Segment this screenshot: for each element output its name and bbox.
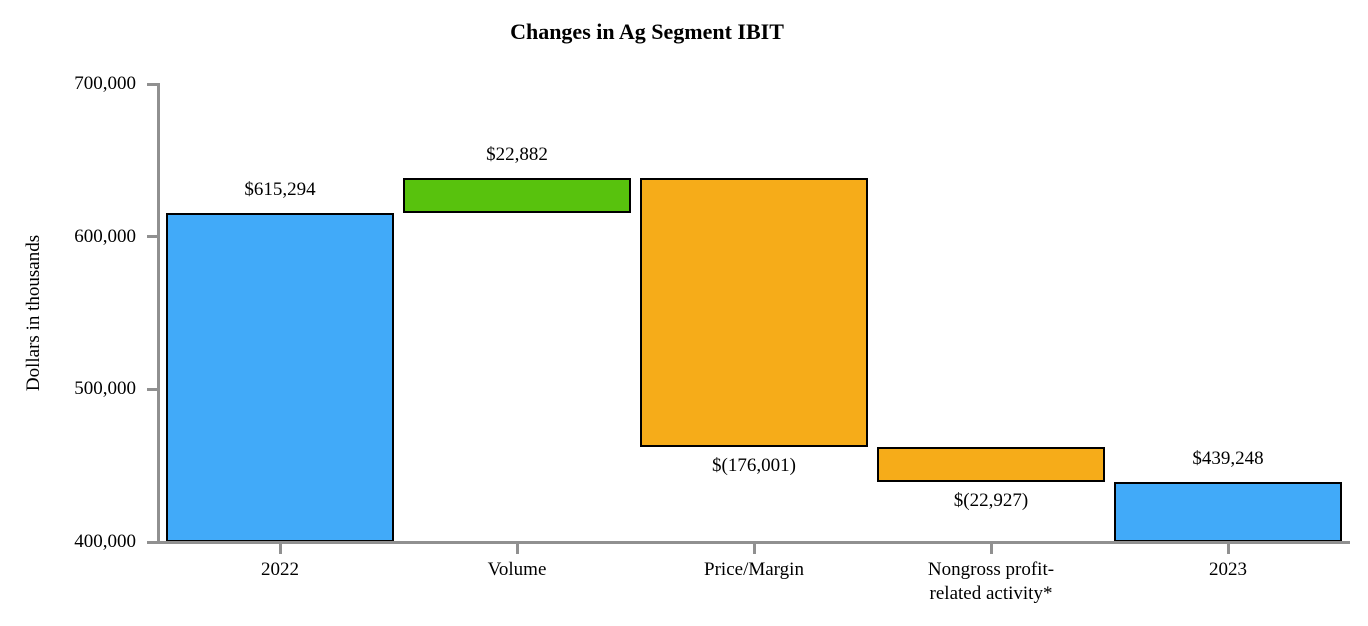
bar-value-label: $615,294 [244, 179, 316, 201]
bar-value-label: $439,248 [1192, 448, 1264, 470]
x-tick [278, 540, 282, 554]
bar-value-label: $22,882 [486, 144, 548, 166]
y-tick-label: 400,000 [74, 531, 136, 552]
x-tick [752, 540, 756, 554]
x-tick [989, 540, 993, 554]
y-tick [147, 82, 160, 86]
category-label: Volume [487, 559, 547, 580]
waterfall-bar [166, 213, 394, 542]
waterfall-bar [403, 178, 631, 214]
chart-title: Changes in Ag Segment IBIT [510, 19, 784, 44]
category-label: Nongross profit- related activity* [927, 559, 1055, 604]
category-label: Price/Margin [704, 559, 804, 580]
y-axis-label: Dollars in thousands [23, 234, 44, 392]
category-label: 2023 [1209, 559, 1247, 580]
y-tick-label: 700,000 [74, 73, 136, 94]
bar-value-label: $(176,001) [712, 455, 796, 477]
waterfall-bar [1114, 482, 1342, 542]
x-tick [1226, 540, 1230, 554]
y-axis-line [157, 82, 160, 544]
x-axis-line [147, 540, 1350, 544]
waterfall-bar [877, 447, 1105, 483]
waterfall-bar [640, 178, 868, 448]
y-tick [147, 387, 160, 391]
bar-value-label: $(22,927) [953, 490, 1029, 512]
y-tick-label: 600,000 [74, 225, 136, 247]
category-label: 2022 [261, 559, 299, 580]
x-tick [515, 540, 519, 554]
y-tick [147, 235, 160, 239]
y-tick-label: 500,000 [74, 378, 136, 400]
